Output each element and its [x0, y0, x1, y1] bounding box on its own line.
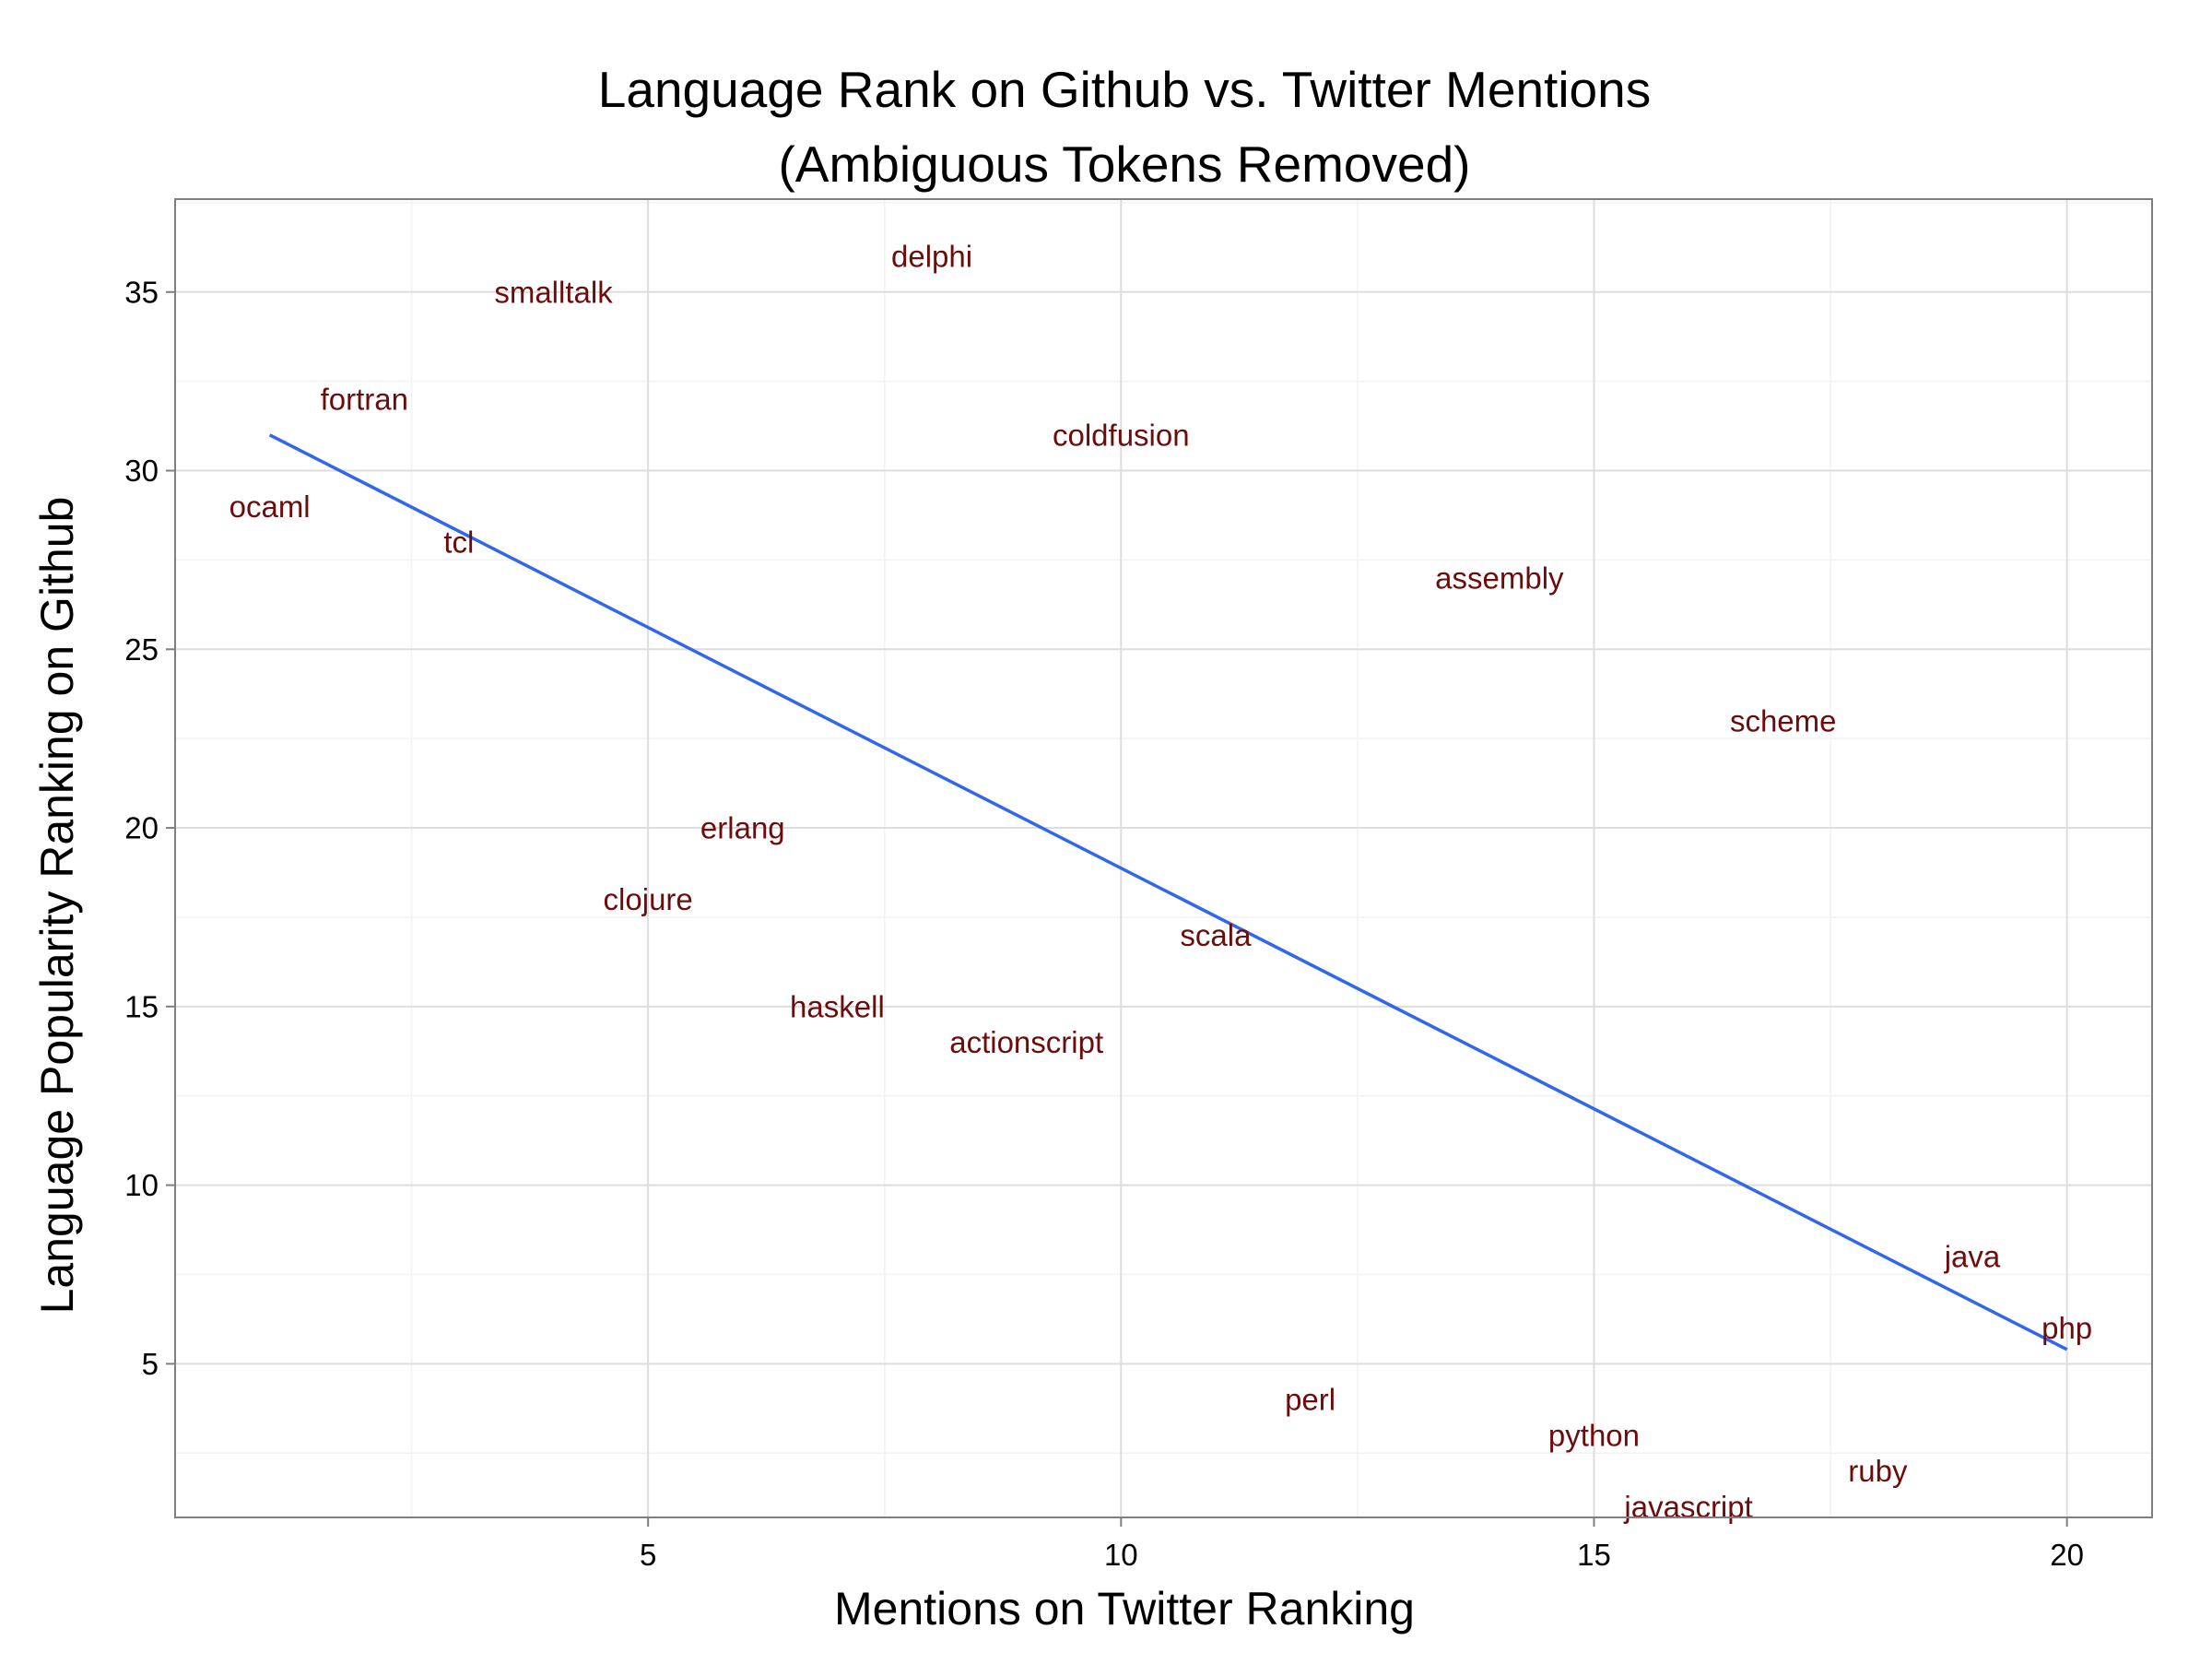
- point-label-perl: perl: [1285, 1383, 1335, 1417]
- y-tick-label: 25: [124, 632, 159, 667]
- point-labels-layer: ocaml fortran tcl smalltalk clojure erlang has…: [229, 240, 2093, 1524]
- point-label-clojure: clojure: [604, 882, 693, 916]
- y-tick-label: 35: [124, 275, 159, 309]
- grid-layer: [175, 199, 2152, 1517]
- point-label-delphi: delphi: [891, 240, 972, 274]
- y-axis-title: Language Popularity Ranking on Github: [31, 497, 83, 1315]
- axis-layer: 5 10 15 20 5 10 15 20 25 30 35: [124, 275, 2084, 1572]
- point-label-actionscript: actionscript: [949, 1025, 1103, 1059]
- point-label-javascript: javascript: [1623, 1490, 1752, 1524]
- x-axis-title: Mentions on Twitter Ranking: [834, 1583, 1415, 1634]
- plot-border: [174, 198, 2153, 1518]
- y-tick-label: 20: [124, 811, 159, 845]
- point-label-erlang: erlang: [700, 811, 785, 845]
- x-tick-label: 5: [640, 1538, 656, 1572]
- trend-line: [268, 433, 2068, 1351]
- x-tick-label: 10: [1104, 1538, 1138, 1572]
- point-label-smalltalk: smalltalk: [494, 275, 613, 309]
- point-label-scala: scala: [1180, 918, 1252, 952]
- point-label-ruby: ruby: [1848, 1454, 1908, 1488]
- x-tick-label: 20: [2050, 1538, 2084, 1572]
- point-label-scheme: scheme: [1730, 703, 1837, 738]
- y-tick-label: 5: [142, 1347, 159, 1381]
- point-label-tcl: tcl: [443, 525, 474, 560]
- point-label-coldfusion: coldfusion: [1053, 418, 1190, 452]
- point-label-php: php: [2041, 1311, 2092, 1345]
- point-label-ocaml: ocaml: [229, 490, 311, 524]
- x-tick-label: 15: [1577, 1538, 1611, 1572]
- y-tick-label: 10: [124, 1168, 159, 1202]
- trend-layer: [268, 433, 2068, 1351]
- point-label-assembly: assembly: [1435, 561, 1564, 595]
- point-label-fortran: fortran: [321, 383, 408, 417]
- point-label-python: python: [1548, 1418, 1640, 1452]
- y-tick-label: 30: [124, 454, 159, 488]
- point-label-java: java: [1944, 1240, 2001, 1274]
- chart-title-line1: Language Rank on Github vs. Twitter Ment…: [598, 61, 1651, 118]
- chart-title-line2: (Ambiguous Tokens Removed): [778, 136, 1470, 193]
- y-tick-label: 15: [124, 989, 159, 1023]
- point-label-haskell: haskell: [790, 989, 885, 1023]
